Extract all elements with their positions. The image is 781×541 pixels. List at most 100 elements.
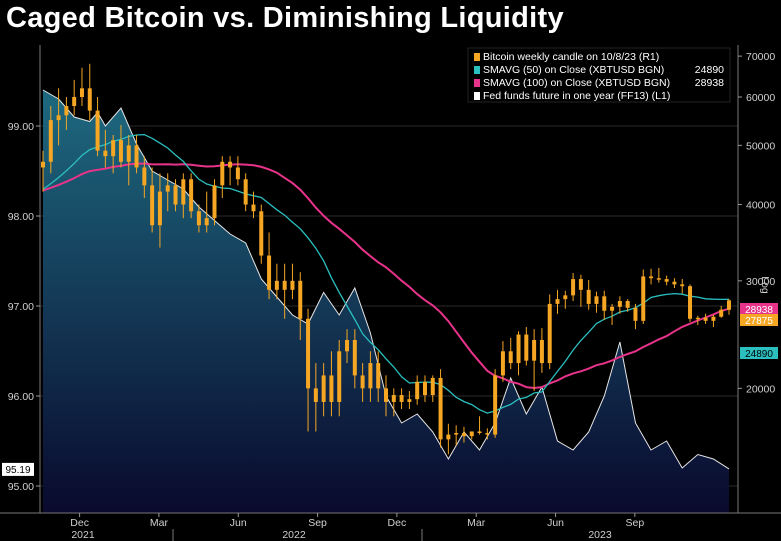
x-tick-label: Sep [308, 517, 327, 529]
legend-value: 24890 [695, 64, 724, 76]
legend-label: SMAVG (100) on Close (XBTUSD BGN) [483, 77, 670, 89]
candle-body [711, 317, 715, 321]
candle-body [470, 431, 474, 436]
candle-body [49, 120, 53, 162]
candle-body [244, 179, 248, 204]
right-tick-label: 70000 [746, 51, 775, 63]
candle-body [532, 340, 536, 361]
candle-body [704, 318, 708, 321]
legend-swatch [474, 92, 480, 100]
candle-body [314, 388, 318, 402]
candle-body [633, 308, 637, 321]
left-tick-label: 97.00 [8, 301, 34, 313]
x-tick-label: Jun [230, 517, 247, 529]
candle-body [517, 335, 521, 364]
candle-body [111, 140, 115, 156]
candle-body [213, 185, 217, 218]
candle-body [88, 88, 92, 110]
candle-body [610, 307, 614, 311]
candle-body [641, 276, 645, 320]
candle-body [368, 363, 372, 388]
candle-body [696, 318, 700, 320]
candle-body [228, 162, 232, 168]
x-tick-label: Mar [467, 517, 486, 529]
candle-body [587, 290, 591, 304]
candle-body [103, 151, 107, 156]
candle-body [283, 281, 287, 290]
candle-body [524, 335, 528, 361]
candle-body [556, 299, 560, 304]
left-tick-label: 99.00 [8, 121, 34, 133]
legend-swatch [474, 53, 480, 61]
candle-body [72, 97, 76, 106]
legend-swatch [474, 79, 480, 87]
candle-body [454, 433, 458, 435]
candle-body [64, 106, 68, 115]
right-value-tag-label: 24890 [745, 349, 773, 360]
candle-body [579, 279, 583, 290]
candle-body [688, 286, 692, 319]
candle-body [462, 433, 466, 436]
x-tick-label: Mar [150, 517, 169, 529]
candle-body [571, 279, 575, 295]
candle-body [353, 340, 357, 375]
candle-body [540, 340, 544, 363]
candle-body [602, 296, 606, 310]
x-tick-label: Dec [388, 517, 407, 529]
candle-body [80, 88, 84, 97]
left-tick-label: 95.00 [8, 481, 34, 493]
right-tick-label: 60000 [746, 92, 775, 104]
x-year-label: 2023 [588, 529, 612, 541]
candle-body [431, 378, 435, 395]
candle-body [501, 351, 505, 375]
legend-value: 28938 [695, 77, 724, 89]
candle-body [415, 382, 419, 399]
right-tick-label: 40000 [746, 200, 775, 212]
candle-body [376, 363, 380, 388]
candle-body [548, 304, 552, 363]
candle-body [267, 256, 271, 290]
candle-body [439, 378, 443, 439]
candle-body [306, 319, 310, 389]
legend-label: SMAVG (50) on Close (XBTUSD BGN) [483, 64, 664, 76]
candle-body [150, 185, 154, 225]
candle-body [680, 284, 684, 286]
candle-body [298, 281, 302, 319]
candle-body [127, 145, 131, 161]
right-axis-title: Log [759, 276, 771, 294]
candle-body [158, 192, 162, 226]
candle-body [400, 395, 404, 402]
left-tick-label: 98.00 [8, 211, 34, 223]
candle-body [657, 278, 661, 280]
candle-body [96, 111, 100, 151]
candle-body [220, 162, 224, 186]
candle-body [166, 185, 170, 191]
legend-swatch [474, 66, 480, 74]
candle-body [189, 179, 193, 211]
candle-body [345, 340, 349, 351]
right-tick-label: 20000 [746, 383, 775, 395]
x-year-label: 2021 [71, 529, 95, 541]
candle-body [384, 388, 388, 402]
candle-body [205, 218, 209, 225]
candle-body [665, 279, 669, 282]
x-tick-label: Sep [626, 517, 645, 529]
left-tick-label: 96.00 [8, 391, 34, 403]
legend: Bitcoin weekly candle on 10/8/23 (R1)SMA… [468, 48, 730, 102]
candle-body [251, 205, 255, 212]
candle-body [672, 282, 676, 285]
candle-body [337, 351, 341, 402]
candle-body [407, 399, 411, 402]
candle-body [446, 435, 450, 440]
x-tick-label: Dec [70, 517, 89, 529]
candle-body [236, 167, 240, 179]
candle-body [649, 276, 653, 278]
x-year-label: 2022 [282, 529, 306, 541]
candle-body [423, 382, 427, 395]
candle-body [563, 295, 567, 299]
candle-body [41, 162, 45, 168]
candle-body [478, 431, 482, 433]
legend-label: Fed funds future in one year (FF13) (L1) [483, 90, 670, 102]
candle-body [719, 310, 723, 317]
